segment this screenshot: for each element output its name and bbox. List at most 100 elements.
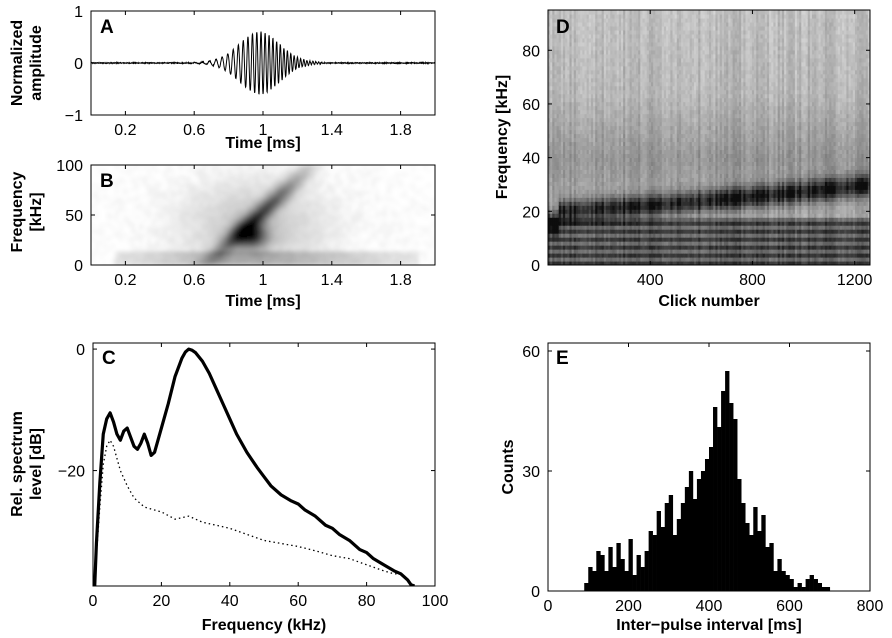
- panel-D-spectrogram-cell: [614, 149, 618, 155]
- panel-D-spectrogram-cell: [556, 233, 560, 238]
- panel-D-spectrogram-cell: [593, 69, 596, 75]
- panel-D-spectrogram-cell: [590, 133, 594, 139]
- panel-D-spectrogram-cell: [560, 185, 564, 190]
- panel-D-spectrogram-cell: [620, 189, 624, 194]
- panel-D-spectrogram-cell: [603, 217, 607, 222]
- panel-D-spectrogram-cell: [618, 81, 622, 87]
- panel-D-spectrogram-cell: [595, 37, 598, 43]
- panel-B-spectrogram-cell: [359, 200, 364, 205]
- panel-B-spectrogram-cell: [163, 182, 168, 188]
- panel-B-spectrogram-cell: [311, 172, 316, 177]
- panel-D-spectrogram-cell: [629, 73, 633, 79]
- panel-B-spectrogram-cell: [195, 261, 200, 265]
- panel-B-spectrogram-cell: [247, 190, 252, 195]
- panel-B-spectrogram-cell: [211, 222, 216, 227]
- panel-D-spectrogram-cell: [608, 117, 611, 123]
- panel-D-spectrogram-cell: [558, 81, 562, 87]
- panel-D-spectrogram-cell: [582, 33, 586, 39]
- panel-B-spectrogram-cell: [359, 247, 364, 252]
- panel-B-spectrogram-cell: [323, 200, 328, 205]
- panel-D-spectrogram-cell: [599, 133, 603, 139]
- panel-B-spectrogram-cell: [207, 182, 212, 188]
- panel-B-spectrogram-cell: [119, 165, 124, 170]
- panel-B-spectrogram-cell: [295, 257, 300, 263]
- panel-B-spectrogram-cell: [223, 165, 228, 170]
- panel-B-spectrogram-cell: [235, 197, 240, 202]
- panel-D-spectrogram-cell: [582, 41, 586, 47]
- panel-D-spectrogram-cell: [605, 41, 609, 47]
- panel-B-spectrogram-cell: [323, 186, 328, 191]
- panel-B-spectrogram-cell: [187, 257, 192, 263]
- panel-D-spectrogram-cell: [614, 10, 618, 15]
- panel-B-spectrogram-cell: [415, 257, 420, 263]
- panel-B-spectrogram-cell: [91, 200, 96, 205]
- panel-D-spectrogram-cell: [616, 133, 620, 139]
- panel-B-spectrogram-cell: [91, 204, 96, 209]
- panel-D-spectrogram-cell: [554, 157, 558, 162]
- panel-B-spectrogram-cell: [295, 250, 300, 255]
- panel-B-spectrogram-cell: [403, 250, 408, 255]
- panel-D-spectrogram-cell: [614, 85, 618, 91]
- panel-B-spectrogram-cell: [151, 182, 156, 188]
- panel-B-spectrogram-cell: [315, 197, 320, 202]
- panel-D-spectrogram-cell: [627, 193, 631, 198]
- panel-B-spectrogram-cell: [299, 172, 304, 177]
- panel-B-spectrogram-cell: [395, 250, 400, 255]
- panel-D-spectrogram-cell: [597, 261, 601, 265]
- panel-B-spectrogram-cell: [111, 204, 116, 209]
- panel-B-spectrogram-cell: [147, 243, 152, 248]
- panel-D-spectrogram-cell: [599, 205, 603, 210]
- panel-B-spectrogram-cell: [283, 200, 288, 205]
- panel-B-spectrogram-cell: [231, 236, 236, 241]
- panel-D-spectrogram-cell: [616, 249, 620, 254]
- panel-D-spectrogram-cell: [567, 217, 571, 222]
- panel-D-spectrogram-cell: [565, 93, 568, 99]
- panel-D-spectrogram-cell: [571, 177, 575, 182]
- panel-D-spectrogram-cell: [569, 209, 573, 214]
- panel-D-spectrogram-cell: [575, 25, 579, 31]
- panel-D-spectrogram-cell: [556, 165, 560, 170]
- panel-B-spectrogram-cell: [311, 168, 316, 173]
- panel-B-spectrogram-cell: [103, 236, 108, 241]
- panel-D-spectrogram-cell: [573, 197, 577, 202]
- panel-B-spectrogram-cell: [263, 243, 268, 248]
- panel-D-spectrogram-cell: [610, 53, 613, 59]
- panel-D-spectrogram-cell: [601, 249, 605, 254]
- panel-B-spectrogram-cell: [103, 190, 108, 195]
- panel-D-spectrogram-cell: [563, 157, 566, 162]
- panel-B-spectrogram-cell: [95, 179, 100, 184]
- panel-B-spectrogram-cell: [103, 211, 108, 216]
- panel-D-spectrogram-cell: [593, 25, 596, 31]
- panel-B-spectrogram-cell: [375, 190, 380, 195]
- panel-B-spectrogram-cell: [111, 261, 116, 265]
- panel-B-spectrogram-cell: [211, 232, 216, 238]
- panel-D-spectrogram-cell: [573, 205, 577, 210]
- panel-B-spectrogram-cell: [291, 204, 296, 209]
- panel-D-spectrogram-cell: [593, 149, 596, 155]
- panel-B-spectrogram-cell: [143, 207, 148, 213]
- panel-B-spectrogram-cell: [231, 204, 236, 209]
- panel-D-spectrogram-cell: [601, 117, 605, 123]
- panel-D-spectrogram-cell: [565, 249, 568, 254]
- panel-D-spectrogram-cell: [578, 229, 581, 234]
- panel-D-spectrogram-cell: [595, 53, 598, 59]
- panel-D-spectrogram-cell: [620, 77, 624, 83]
- panel-D-spectrogram-cell: [593, 145, 596, 151]
- panel-D-spectrogram-cell: [614, 45, 618, 51]
- panel-B-spectrogram-cell: [175, 179, 180, 184]
- panel-B-spectrogram-cell: [423, 225, 428, 230]
- panel-D-spectrogram-cell: [578, 113, 581, 119]
- panel-D-spectrogram-cell: [582, 241, 586, 246]
- panel-B-spectrogram-cell: [339, 229, 344, 234]
- panel-D-spectrogram-cell: [580, 65, 583, 71]
- panel-D-spectrogram-cell: [590, 233, 594, 238]
- panel-D-spectrogram-cell: [548, 97, 551, 103]
- panel-D-spectrogram-cell: [612, 257, 616, 262]
- panel-B-spectrogram-cell: [363, 236, 368, 241]
- panel-B-spectrogram-cell: [291, 215, 296, 220]
- panel-B-spectrogram-cell: [107, 236, 112, 241]
- panel-B-spectrogram-cell: [115, 232, 120, 238]
- panel-B-spectrogram-cell: [351, 175, 356, 180]
- panel-B-spectrogram-cell: [423, 168, 428, 173]
- panel-D-spectrogram-cell: [582, 97, 586, 103]
